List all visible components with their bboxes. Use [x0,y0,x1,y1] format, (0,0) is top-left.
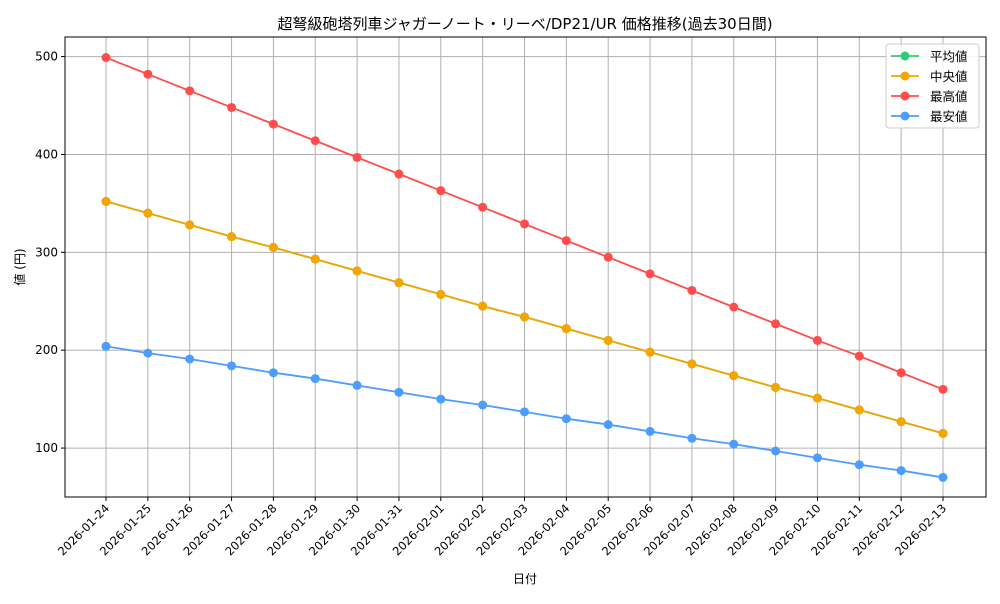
data-point [938,384,948,394]
data-point [394,387,404,397]
data-point [603,335,613,345]
chart-title: 超弩級砲塔列車ジャガーノート・リーベ/DP21/UR 価格推移(過去30日間) [277,15,772,33]
data-point [101,341,111,351]
y-axis-label: 値 (円) [12,248,27,285]
series-1 [101,196,948,438]
plot-area [64,36,987,498]
legend-marker [900,71,910,81]
data-point [771,382,781,392]
data-point [352,380,362,390]
data-point [143,348,153,358]
data-point [520,407,529,417]
legend-label: 最高値 [930,89,968,104]
data-point [520,219,529,229]
data-point [561,324,571,334]
data-point [352,266,362,276]
y-tick-label: 200 [35,343,58,357]
x-axis-label: 日付 [513,572,537,586]
data-point [520,312,529,322]
data-point [143,69,153,79]
data-point [227,232,237,242]
data-point [310,136,320,146]
data-point [603,420,613,430]
legend-marker [900,111,910,121]
x-axis: 2026-01-242026-01-252026-01-262026-01-27… [55,497,949,558]
data-point [478,400,488,410]
data-point [812,335,822,345]
data-point [729,439,739,449]
data-point [687,285,697,295]
data-point [101,196,111,206]
data-point [185,354,195,364]
data-point [812,393,822,403]
series-3 [101,341,948,482]
data-point [729,302,739,312]
grid [65,37,986,497]
data-point [352,152,362,162]
data-point [687,359,697,369]
data-point [812,453,822,463]
data-point [771,446,781,456]
data-point [185,86,195,96]
data-point [310,374,320,384]
legend-marker [900,91,910,101]
data-point [436,186,446,196]
legend-label: 最安値 [930,109,968,124]
data-point [227,102,237,112]
data-point [268,368,278,378]
data-point [854,405,864,415]
legend-label: 中央値 [930,69,968,84]
series-2 [101,53,948,394]
data-point [143,208,153,218]
y-tick-label: 100 [35,441,58,455]
data-point [394,169,404,179]
y-axis: 100 200 300 400 500 [35,50,65,455]
data-point [394,278,404,288]
data-point [896,466,906,476]
data-point [227,361,237,371]
data-point [729,371,739,381]
data-point [896,368,906,378]
legend-marker [900,51,910,61]
legend-label: 平均値 [930,49,968,64]
data-point [896,417,906,427]
data-point [310,254,320,264]
y-tick-label: 400 [35,147,58,161]
data-point [603,252,613,262]
data-point [478,202,488,212]
data-point [687,433,697,443]
data-point [854,351,864,361]
data-point [645,347,655,357]
data-point [268,242,278,252]
data-point [561,236,571,246]
data-point [561,414,571,424]
data-point [436,394,446,404]
y-tick-label: 300 [35,245,58,259]
data-point [101,53,111,63]
data-point [268,119,278,129]
data-point [938,472,948,482]
y-tick-label: 500 [35,50,58,64]
data-point [645,426,655,436]
data-point [478,301,488,311]
series-group [101,53,948,482]
data-point [436,289,446,299]
data-point [771,319,781,329]
data-point [185,220,195,230]
data-point [854,460,864,470]
data-point [938,428,948,438]
data-point [645,269,655,279]
